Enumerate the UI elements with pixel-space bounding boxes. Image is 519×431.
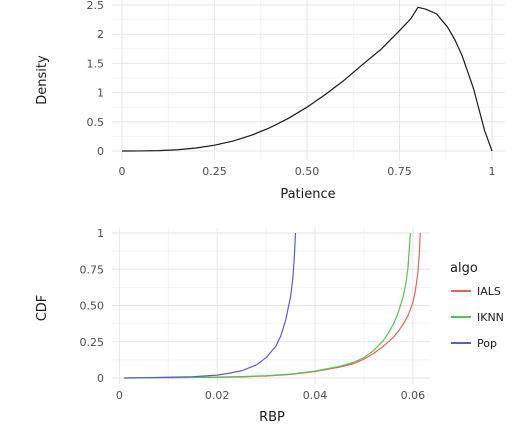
density-y-tick-label: 1.5 bbox=[87, 57, 105, 70]
cdf-x-tick-label: 0 bbox=[116, 389, 123, 402]
cdf-y-tick-label: 0.25 bbox=[80, 336, 105, 349]
cdf-panel: 0 0.02 0.04 0.06 0 0.25 0.50 0.75 1 RBP CDF alg… bbox=[35, 227, 504, 425]
density-x-tick-label: 0.50 bbox=[295, 165, 320, 178]
density-x-tick-label: 1 bbox=[489, 165, 496, 178]
cdf-y-tick-label: 0 bbox=[97, 372, 104, 385]
density-gridlines bbox=[112, 0, 505, 160]
cdf-series bbox=[124, 232, 421, 379]
legend-title: algo bbox=[450, 261, 478, 276]
density-y-axis-label: Density bbox=[35, 55, 50, 105]
cdf-y-tick-label: 1 bbox=[97, 227, 104, 240]
density-series-line-0 bbox=[121, 6, 493, 152]
legend: algo IALS IKNN Pop bbox=[450, 261, 504, 350]
cdf-y-tick-labels: 0 0.25 0.50 0.75 1 bbox=[80, 227, 105, 385]
density-y-tick-label: 1 bbox=[97, 87, 104, 100]
density-x-tick-labels: 0 0.25 0.50 0.75 1 bbox=[119, 165, 496, 178]
legend-items: IALS IKNN Pop bbox=[451, 285, 504, 350]
density-y-tick-label: 2 bbox=[97, 28, 104, 41]
density-x-tick-label: 0.25 bbox=[202, 165, 227, 178]
cdf-x-tick-labels: 0 0.02 0.04 0.06 bbox=[116, 389, 425, 402]
density-y-tick-label: 0 bbox=[97, 145, 104, 158]
cdf-x-tick-label: 0.06 bbox=[401, 389, 426, 402]
density-y-tick-labels: 0 0.5 1 1.5 2 2.5 bbox=[87, 0, 105, 158]
cdf-series-line-pop bbox=[124, 232, 297, 379]
cdf-x-tick-label: 0.04 bbox=[303, 389, 328, 402]
cdf-y-tick-label: 0.50 bbox=[80, 300, 105, 313]
legend-label-iknn: IKNN bbox=[477, 311, 504, 324]
density-panel: 0 0.25 0.50 0.75 1 0 0.5 1 1.5 2 2.5 Patience Den… bbox=[35, 0, 505, 202]
density-plot-area bbox=[112, 0, 505, 160]
legend-label-pop: Pop bbox=[477, 337, 497, 350]
density-x-axis-label: Patience bbox=[280, 187, 335, 202]
cdf-y-axis-label: CDF bbox=[35, 295, 50, 322]
legend-label-ials: IALS bbox=[477, 285, 501, 298]
cdf-y-tick-label: 0.75 bbox=[80, 263, 105, 276]
density-x-tick-label: 0 bbox=[119, 165, 126, 178]
cdf-x-tick-label: 0.02 bbox=[205, 389, 230, 402]
density-series bbox=[121, 6, 493, 152]
density-y-tick-label: 2.5 bbox=[87, 0, 105, 12]
cdf-series-line-iknn bbox=[124, 232, 412, 379]
density-y-tick-label: 0.5 bbox=[87, 116, 105, 129]
density-x-tick-label: 0.75 bbox=[387, 165, 412, 178]
cdf-x-axis-label: RBP bbox=[259, 410, 285, 425]
